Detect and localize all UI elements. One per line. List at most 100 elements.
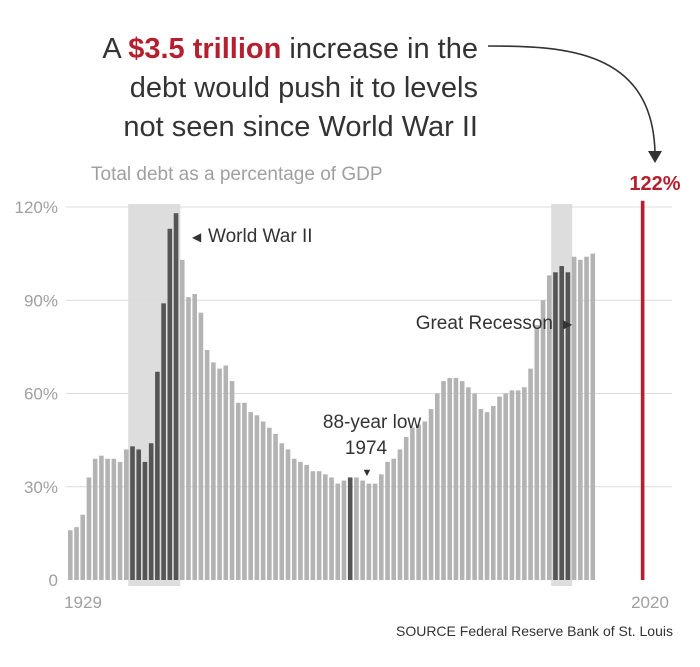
bar — [123, 449, 129, 580]
bar — [540, 300, 546, 580]
bar — [590, 253, 596, 580]
bar — [329, 477, 334, 580]
bar — [217, 368, 222, 580]
annotation-great-recession: Great Recesson ▶ — [416, 313, 573, 334]
headline-line-3: not seen since World War II — [123, 111, 478, 143]
bar — [459, 381, 465, 580]
bar — [509, 390, 515, 580]
bar — [497, 396, 502, 580]
bar — [410, 427, 415, 580]
bar — [155, 371, 160, 580]
bar — [490, 405, 496, 580]
source-note: SOURCE Federal Reserve Bank of St. Louis — [396, 623, 673, 639]
headline-highlight: $3.5 trillion — [128, 33, 281, 65]
bar — [204, 349, 210, 580]
bar — [416, 424, 421, 580]
bar — [323, 474, 328, 580]
bar — [161, 303, 166, 580]
bar — [136, 449, 142, 580]
bar — [441, 381, 446, 580]
chart-title: Total debt as a percentage of GDP — [91, 164, 383, 185]
bar — [341, 480, 347, 580]
bar — [528, 368, 533, 580]
bar — [546, 275, 552, 580]
bar — [304, 464, 309, 580]
bar — [360, 480, 365, 580]
annotation-world-war-ii: ◀ World War II — [192, 226, 313, 247]
bar — [453, 377, 459, 580]
bar — [403, 437, 409, 580]
y-tick-label: 90% — [24, 291, 58, 310]
bar — [447, 377, 453, 580]
bar — [279, 443, 285, 580]
bar — [117, 461, 123, 580]
bar — [198, 312, 204, 580]
bar — [565, 272, 571, 580]
bar — [273, 433, 278, 580]
bar — [522, 387, 527, 580]
bar — [578, 259, 583, 580]
bar — [229, 381, 235, 580]
bar — [466, 387, 471, 580]
bar — [130, 446, 135, 580]
x-tick-label: 2020 — [631, 593, 669, 612]
bar — [291, 458, 297, 580]
bar — [298, 461, 303, 580]
bar — [242, 402, 247, 580]
bar — [148, 443, 154, 580]
annotation-88-year-low: 88-year low 1974 ▼ — [323, 412, 421, 479]
bar — [379, 474, 384, 580]
arrow-head-icon — [648, 151, 662, 163]
annotation-88-year-low-text: 88-year low — [323, 412, 421, 433]
bars — [68, 200, 645, 581]
bar — [260, 421, 266, 580]
bar — [80, 514, 86, 580]
bar — [372, 483, 378, 580]
bar — [428, 409, 434, 580]
headline-line-2: debt would push it to levels — [130, 72, 478, 104]
annotation-great-recession-text: Great Recesson — [416, 313, 553, 334]
bar — [503, 393, 508, 580]
bar — [235, 402, 241, 580]
annotation-88-year-low-marker: ▼ — [362, 467, 373, 479]
x-tick-label: 1929 — [64, 593, 102, 612]
bar — [534, 325, 540, 580]
bar — [391, 458, 397, 580]
bar — [173, 213, 179, 580]
bar — [74, 527, 79, 580]
bar — [192, 294, 197, 580]
bar — [584, 256, 589, 580]
bar — [472, 393, 477, 580]
y-tick-label: 120% — [15, 198, 58, 217]
bar — [254, 415, 260, 580]
bar — [68, 530, 73, 580]
bar — [366, 483, 372, 580]
bar — [478, 409, 484, 580]
bar — [186, 297, 191, 580]
bar — [347, 477, 353, 580]
y-tick-label: 0 — [49, 571, 58, 590]
bar — [571, 256, 577, 580]
headline-line-1: A $3.5 trillion increase in the — [102, 33, 478, 65]
bar — [484, 412, 490, 580]
annotation-world-war-ii-text: World War II — [208, 226, 313, 247]
annotation-great-recession-marker: ▶ — [563, 317, 573, 331]
bar — [99, 455, 104, 580]
bar — [316, 471, 322, 580]
bar-current — [640, 200, 645, 581]
bar — [179, 259, 185, 580]
y-tick-label: 30% — [24, 478, 58, 497]
curved-arrow — [487, 45, 656, 153]
bar — [167, 228, 173, 580]
bar — [553, 272, 558, 580]
bar — [434, 393, 440, 580]
bar — [267, 427, 272, 580]
y-tick-label: 60% — [24, 385, 58, 404]
current-value-label: 122% — [629, 173, 680, 195]
bar — [354, 477, 359, 580]
bar — [397, 449, 403, 580]
bar — [111, 458, 117, 580]
shaded-period — [128, 204, 181, 586]
bar — [248, 412, 253, 580]
